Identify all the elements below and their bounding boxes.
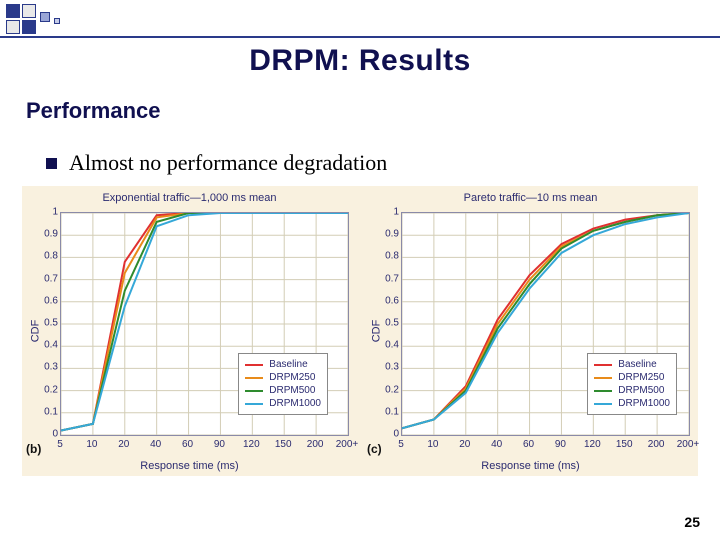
x-tick-label: 200+ <box>677 439 700 450</box>
legend-swatch <box>245 364 263 366</box>
legend-item: DRPM1000 <box>245 397 321 410</box>
x-tick-label: 5 <box>57 439 63 450</box>
section-subtitle: Performance <box>26 98 161 124</box>
legend-item: DRPM250 <box>594 371 670 384</box>
legend-item: DRPM1000 <box>594 397 670 410</box>
y-tick-label: 0.3 <box>381 362 399 373</box>
y-tick-label: 0.1 <box>381 406 399 417</box>
y-tick-label: 0.9 <box>40 229 58 240</box>
y-tick-label: 0.8 <box>381 251 399 262</box>
x-axis-label: Response time (ms) <box>363 460 698 472</box>
x-tick-label: 200 <box>648 439 665 450</box>
y-tick-label: 0.2 <box>381 384 399 395</box>
x-tick-label: 120 <box>584 439 601 450</box>
legend-swatch <box>245 390 263 392</box>
x-tick-label: 5 <box>398 439 404 450</box>
slide-decor <box>0 0 720 36</box>
legend-item: Baseline <box>245 358 321 371</box>
y-tick-label: 0.8 <box>40 251 58 262</box>
legend-label: DRPM1000 <box>269 397 321 410</box>
legend-label: DRPM250 <box>269 371 315 384</box>
legend-swatch <box>594 364 612 366</box>
x-tick-label: 20 <box>459 439 470 450</box>
x-tick-label: 90 <box>555 439 566 450</box>
legend-item: Baseline <box>594 358 670 371</box>
y-tick-label: 0.4 <box>381 340 399 351</box>
y-tick-label: 0.4 <box>40 340 58 351</box>
legend-swatch <box>245 403 263 405</box>
plot-area: BaselineDRPM250DRPM500DRPM1000 <box>60 212 349 436</box>
x-axis-label: Response time (ms) <box>22 460 357 472</box>
plot-area: BaselineDRPM250DRPM500DRPM1000 <box>401 212 690 436</box>
legend-label: Baseline <box>618 358 656 371</box>
x-tick-label: 150 <box>616 439 633 450</box>
y-tick-label: 0.1 <box>40 406 58 417</box>
x-tick-label: 10 <box>427 439 438 450</box>
legend-label: Baseline <box>269 358 307 371</box>
legend-swatch <box>594 390 612 392</box>
chart-row: Exponential traffic—1,000 ms meanCDFResp… <box>22 186 698 476</box>
x-tick-label: 10 <box>86 439 97 450</box>
y-tick-label: 0.2 <box>40 384 58 395</box>
legend-swatch <box>594 403 612 405</box>
page-number: 25 <box>684 514 700 530</box>
subplot-label: (b) <box>26 442 41 456</box>
legend-label: DRPM250 <box>618 371 664 384</box>
slide-title: DRPM: Results <box>0 44 720 78</box>
x-tick-label: 40 <box>491 439 502 450</box>
legend: BaselineDRPM250DRPM500DRPM1000 <box>587 353 677 415</box>
y-tick-label: 1 <box>40 207 58 218</box>
bullet-item: Almost no performance degradation <box>46 150 387 176</box>
x-tick-label: 150 <box>275 439 292 450</box>
legend-label: DRPM500 <box>269 384 315 397</box>
y-tick-label: 0.5 <box>381 318 399 329</box>
legend-swatch <box>594 377 612 379</box>
legend-item: DRPM500 <box>245 384 321 397</box>
legend-label: DRPM500 <box>618 384 664 397</box>
x-tick-label: 60 <box>182 439 193 450</box>
legend-swatch <box>245 377 263 379</box>
legend: BaselineDRPM250DRPM500DRPM1000 <box>238 353 328 415</box>
bullet-text: Almost no performance degradation <box>69 150 387 176</box>
x-tick-label: 90 <box>214 439 225 450</box>
y-tick-label: 0.6 <box>40 295 58 306</box>
y-tick-label: 1 <box>381 207 399 218</box>
chart-title: Pareto traffic—10 ms mean <box>363 192 698 204</box>
y-tick-label: 0.7 <box>381 273 399 284</box>
x-tick-label: 20 <box>118 439 129 450</box>
legend-item: DRPM500 <box>594 384 670 397</box>
chart-panel-c: Pareto traffic—10 ms meanCDFResponse tim… <box>363 186 698 476</box>
x-tick-label: 200+ <box>336 439 359 450</box>
legend-label: DRPM1000 <box>618 397 670 410</box>
bullet-icon <box>46 158 57 169</box>
x-tick-label: 120 <box>243 439 260 450</box>
y-tick-label: 0.6 <box>381 295 399 306</box>
x-tick-label: 60 <box>523 439 534 450</box>
subplot-label: (c) <box>367 442 382 456</box>
legend-item: DRPM250 <box>245 371 321 384</box>
y-tick-label: 0 <box>381 429 399 440</box>
y-tick-label: 0.5 <box>40 318 58 329</box>
x-tick-label: 200 <box>307 439 324 450</box>
chart-panel-b: Exponential traffic—1,000 ms meanCDFResp… <box>22 186 357 476</box>
y-tick-label: 0 <box>40 429 58 440</box>
y-tick-label: 0.9 <box>381 229 399 240</box>
y-tick-label: 0.7 <box>40 273 58 284</box>
x-tick-label: 40 <box>150 439 161 450</box>
y-tick-label: 0.3 <box>40 362 58 373</box>
chart-title: Exponential traffic—1,000 ms mean <box>22 192 357 204</box>
